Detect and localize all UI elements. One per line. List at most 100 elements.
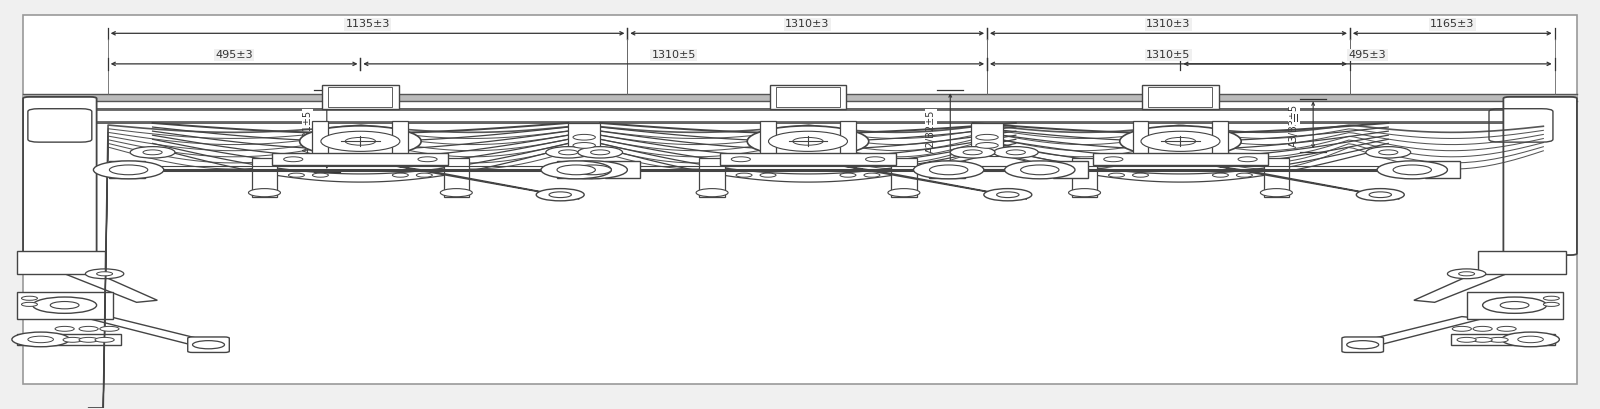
- Polygon shape: [64, 270, 157, 302]
- Circle shape: [1379, 150, 1398, 155]
- Text: 1310±3: 1310±3: [786, 19, 829, 29]
- Circle shape: [760, 173, 776, 177]
- Bar: [1142, 85, 1219, 109]
- Text: II: II: [1293, 114, 1299, 124]
- Circle shape: [963, 150, 982, 155]
- Circle shape: [731, 157, 750, 162]
- Circle shape: [573, 135, 595, 140]
- Circle shape: [984, 189, 1032, 201]
- Circle shape: [558, 150, 578, 155]
- Bar: [760, 121, 776, 159]
- Circle shape: [1458, 337, 1477, 342]
- Circle shape: [283, 157, 302, 162]
- Circle shape: [573, 165, 611, 175]
- Circle shape: [840, 173, 856, 177]
- Circle shape: [1141, 131, 1219, 151]
- Circle shape: [997, 192, 1019, 198]
- Bar: [16, 252, 104, 274]
- Circle shape: [1366, 146, 1411, 158]
- FancyBboxPatch shape: [1342, 337, 1384, 353]
- Circle shape: [541, 161, 611, 179]
- Bar: [557, 161, 592, 178]
- Bar: [1093, 153, 1269, 165]
- Circle shape: [794, 137, 822, 145]
- Bar: [1451, 334, 1555, 345]
- Bar: [22, 94, 1578, 101]
- Circle shape: [21, 302, 37, 306]
- Bar: [1072, 158, 1098, 197]
- Circle shape: [288, 173, 304, 177]
- Circle shape: [1261, 189, 1293, 197]
- Circle shape: [976, 135, 998, 140]
- Bar: [605, 161, 640, 178]
- Polygon shape: [389, 165, 579, 199]
- Circle shape: [888, 189, 920, 197]
- Circle shape: [1120, 126, 1242, 157]
- Circle shape: [1237, 173, 1253, 177]
- Bar: [1426, 161, 1461, 178]
- Circle shape: [93, 161, 163, 179]
- Circle shape: [1370, 192, 1392, 198]
- Circle shape: [248, 189, 280, 197]
- Bar: [443, 158, 469, 197]
- Circle shape: [192, 341, 224, 349]
- Circle shape: [549, 192, 571, 198]
- Circle shape: [1378, 161, 1448, 179]
- Bar: [891, 158, 917, 197]
- Bar: [251, 158, 277, 197]
- Bar: [328, 87, 392, 107]
- Circle shape: [1006, 150, 1026, 155]
- FancyBboxPatch shape: [22, 97, 96, 255]
- Circle shape: [322, 131, 400, 151]
- FancyBboxPatch shape: [187, 337, 229, 353]
- Circle shape: [557, 165, 595, 175]
- Circle shape: [1005, 161, 1075, 179]
- Circle shape: [78, 337, 98, 342]
- Circle shape: [1459, 272, 1475, 276]
- Circle shape: [109, 165, 147, 175]
- Circle shape: [1502, 332, 1560, 347]
- Bar: [840, 121, 856, 159]
- Text: A2/B2±5: A2/B2±5: [926, 110, 936, 153]
- Text: 1310±3: 1310±3: [1146, 19, 1190, 29]
- Circle shape: [1474, 337, 1493, 342]
- Circle shape: [299, 126, 421, 157]
- Circle shape: [21, 296, 37, 300]
- Text: 1165±3: 1165±3: [1430, 19, 1475, 29]
- Circle shape: [99, 326, 118, 331]
- Circle shape: [1133, 173, 1149, 177]
- Bar: [1264, 158, 1290, 197]
- Bar: [109, 161, 144, 178]
- Circle shape: [54, 326, 74, 331]
- Circle shape: [392, 173, 408, 177]
- Circle shape: [1501, 301, 1530, 309]
- Circle shape: [27, 336, 53, 343]
- Text: 495±3: 495±3: [1349, 50, 1386, 60]
- Circle shape: [142, 150, 162, 155]
- Text: 1310±5: 1310±5: [1146, 50, 1190, 60]
- Polygon shape: [88, 317, 208, 345]
- Circle shape: [1518, 336, 1544, 343]
- Circle shape: [930, 165, 968, 175]
- Bar: [971, 123, 1003, 151]
- Bar: [770, 85, 846, 109]
- Bar: [1053, 161, 1088, 178]
- Circle shape: [736, 173, 752, 177]
- Circle shape: [590, 150, 610, 155]
- Circle shape: [950, 146, 995, 158]
- Polygon shape: [837, 165, 1027, 199]
- Polygon shape: [1210, 165, 1400, 199]
- Circle shape: [1483, 297, 1547, 313]
- Bar: [272, 153, 448, 165]
- Bar: [1478, 252, 1566, 274]
- Bar: [48, 110, 1552, 121]
- Circle shape: [976, 143, 998, 148]
- Bar: [930, 161, 965, 178]
- Circle shape: [1448, 269, 1486, 279]
- Circle shape: [1165, 137, 1195, 145]
- Bar: [40, 109, 1560, 123]
- Bar: [1213, 121, 1229, 159]
- Text: 1135±3: 1135±3: [346, 19, 390, 29]
- Circle shape: [418, 157, 437, 162]
- Bar: [312, 121, 328, 159]
